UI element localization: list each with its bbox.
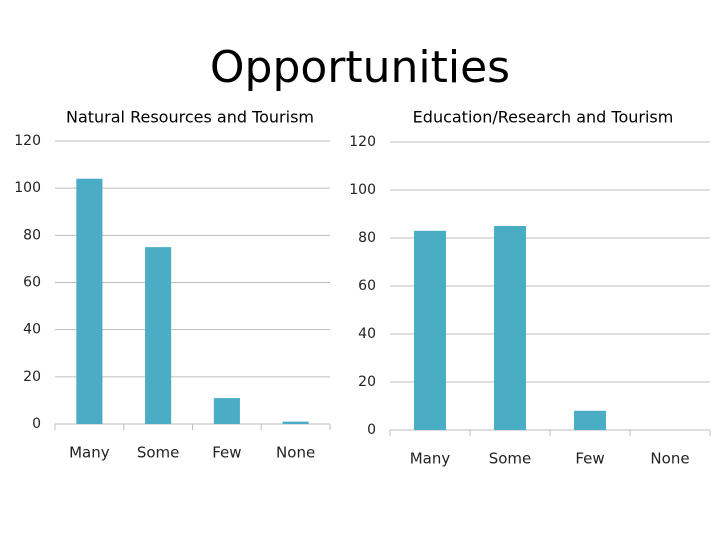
y-tick-label: 20 — [358, 374, 376, 390]
slide-title: Opportunities — [210, 42, 510, 93]
chart-title: Natural Resources and Tourism — [66, 108, 314, 127]
x-tick-label: Many — [410, 450, 451, 468]
y-tick-label: 60 — [358, 278, 376, 294]
x-tick-label: Few — [212, 444, 241, 462]
x-tick-label: Few — [575, 450, 604, 468]
x-tick-label: None — [650, 450, 689, 468]
bar — [145, 247, 172, 424]
y-tick-label: 40 — [358, 326, 376, 342]
y-tick-label: 60 — [23, 275, 41, 291]
y-tick-label: 100 — [14, 180, 41, 196]
y-tick-label: 100 — [349, 182, 376, 198]
y-tick-label: 0 — [32, 416, 41, 432]
x-tick-label: None — [276, 444, 315, 462]
bar — [213, 398, 240, 424]
bar — [76, 178, 103, 424]
bar — [494, 226, 526, 430]
y-tick-label: 20 — [23, 369, 41, 385]
x-tick-label: Some — [137, 444, 180, 462]
chart-title: Education/Research and Tourism — [413, 108, 674, 127]
y-tick-label: 80 — [358, 230, 376, 246]
y-tick-label: 40 — [23, 322, 41, 338]
bar — [282, 421, 309, 424]
x-tick-label: Some — [489, 450, 532, 468]
bar — [574, 410, 606, 430]
y-tick-label: 0 — [367, 422, 376, 438]
y-tick-label: 120 — [14, 133, 41, 149]
bar — [414, 230, 446, 430]
y-tick-label: 120 — [349, 134, 376, 150]
x-tick-label: Many — [69, 444, 110, 462]
y-tick-label: 80 — [23, 227, 41, 243]
